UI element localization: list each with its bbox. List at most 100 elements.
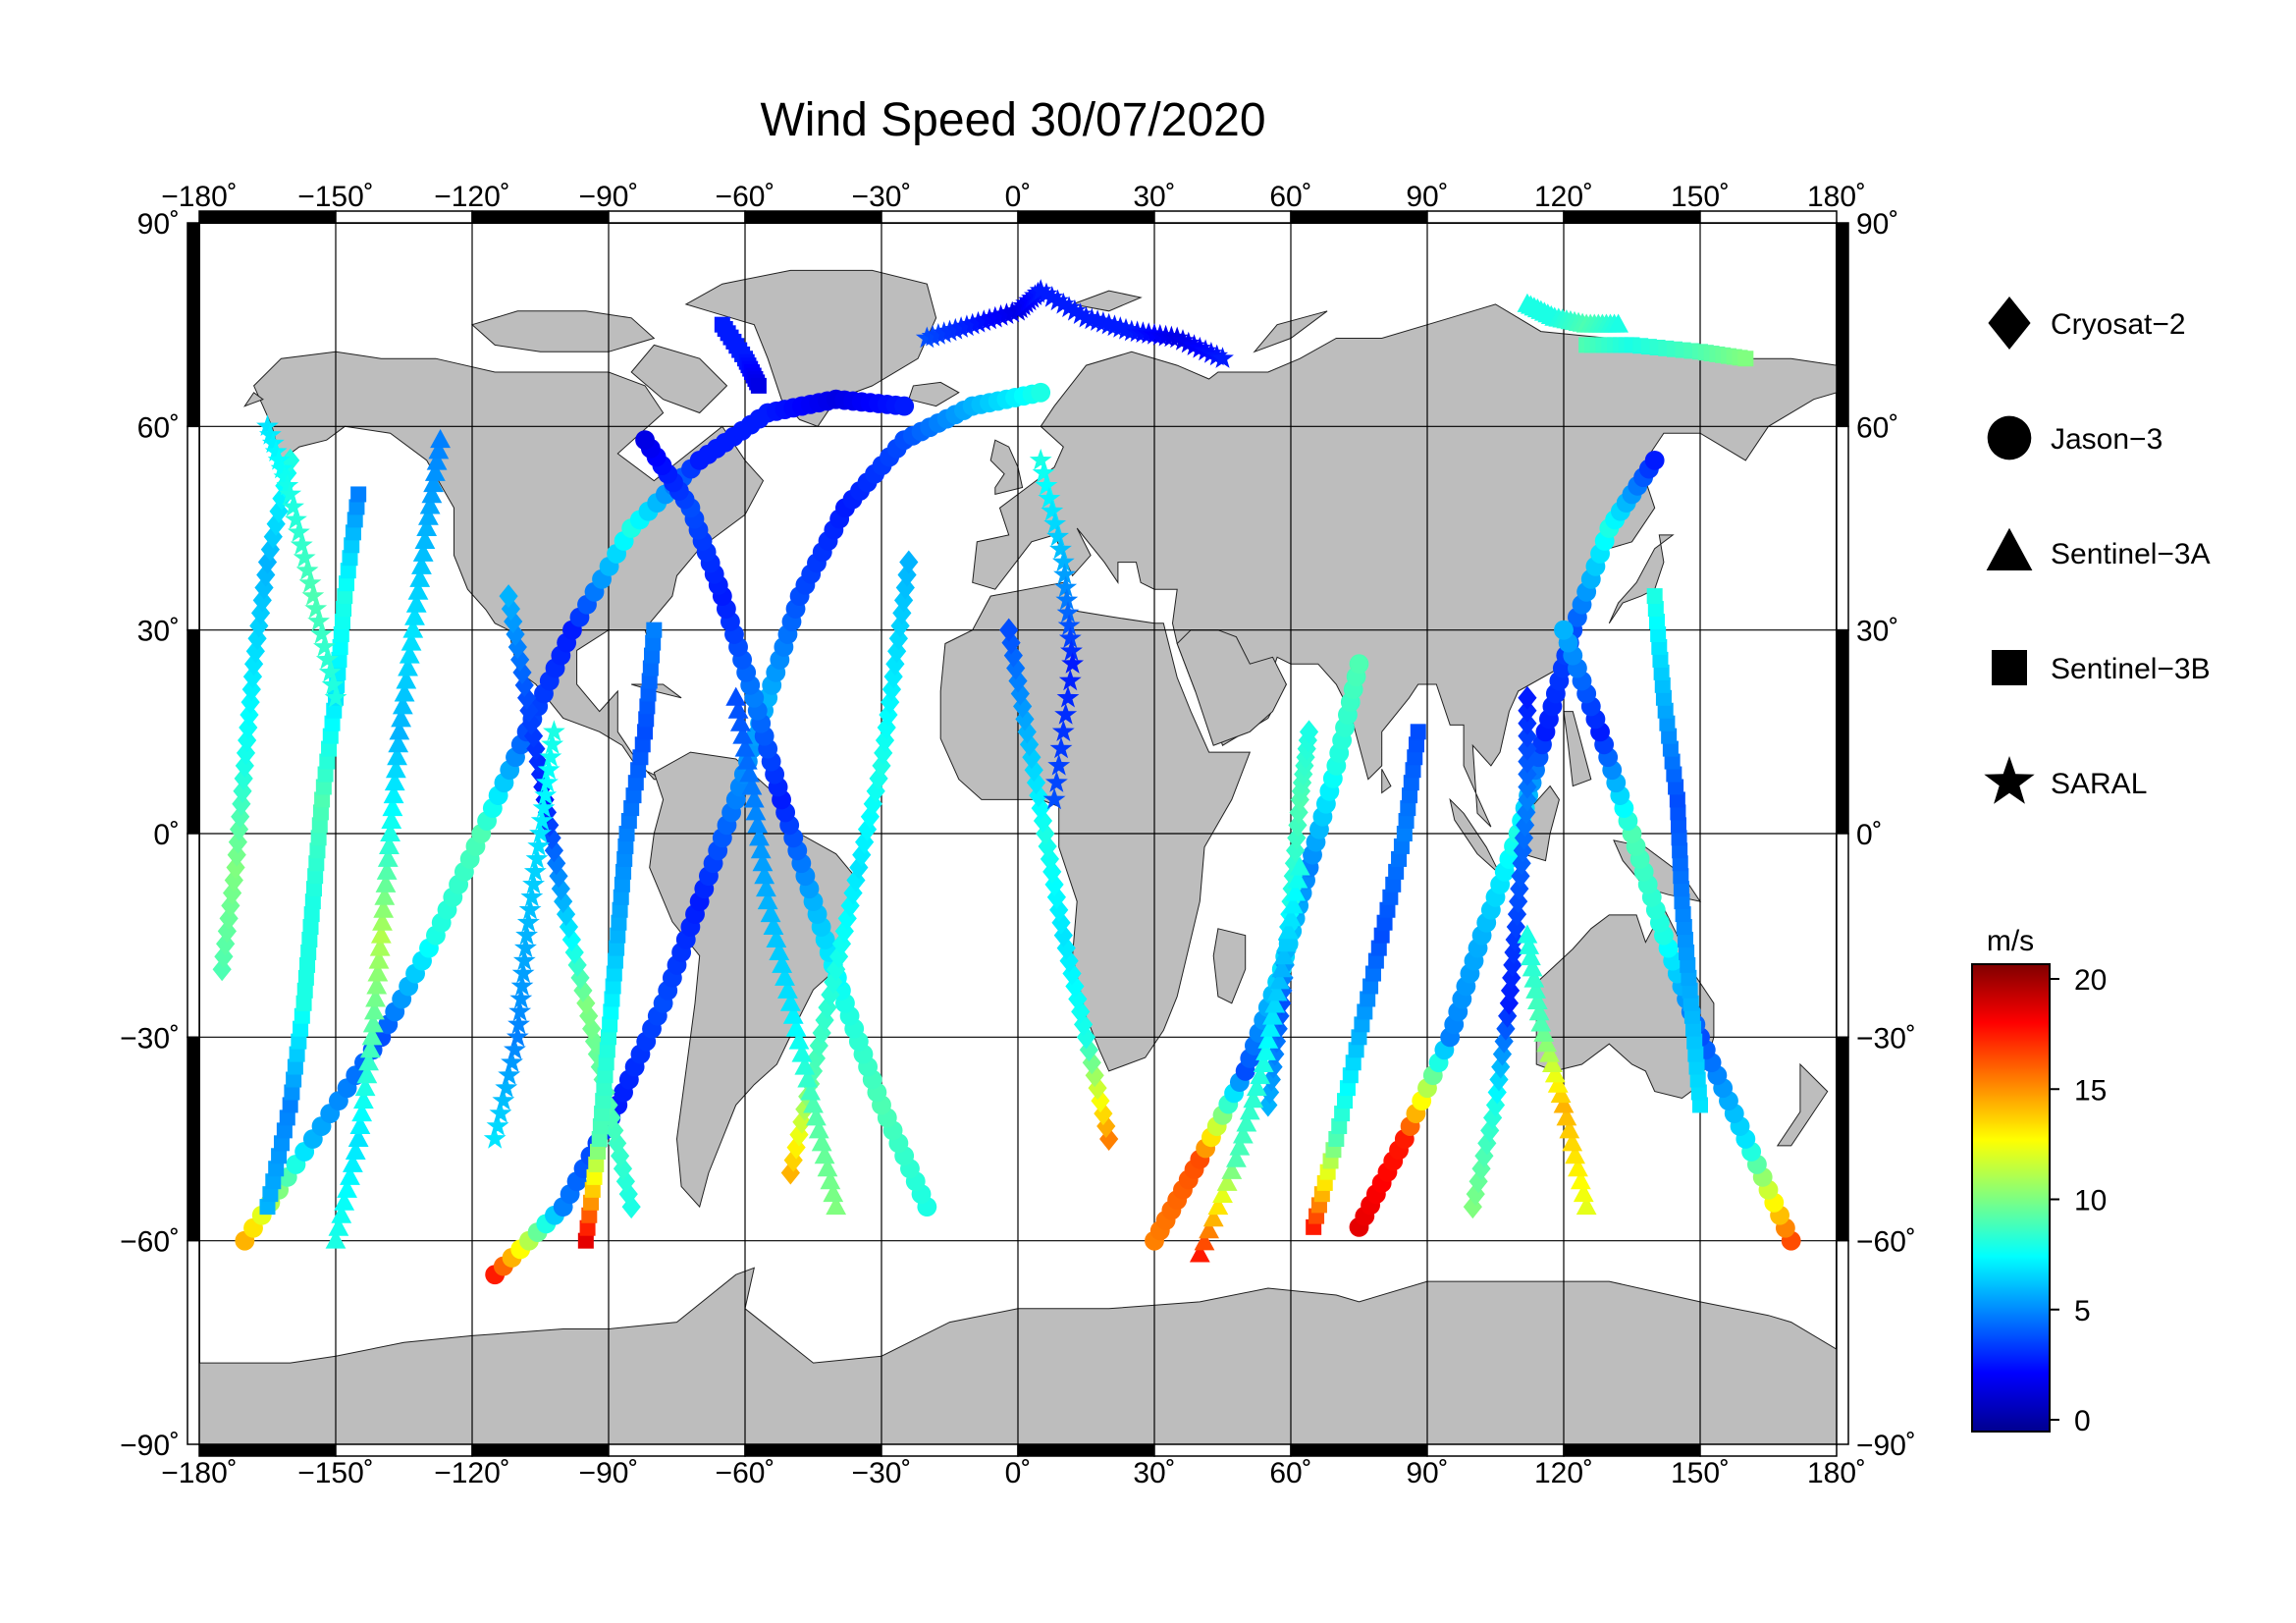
track-point	[1221, 1160, 1243, 1179]
track-point	[1207, 1195, 1229, 1216]
track-point	[514, 936, 537, 958]
track-point	[601, 1029, 616, 1046]
track-point	[375, 873, 397, 893]
track-point	[609, 940, 625, 956]
track-sentinel-3b	[1646, 588, 1708, 1113]
track-point	[1061, 652, 1084, 674]
track-point	[317, 766, 334, 783]
track-point	[1038, 486, 1061, 509]
track-point	[732, 725, 754, 744]
track-point	[1202, 1208, 1224, 1227]
track-point	[333, 625, 349, 642]
lat-tick-label-left: 90˚	[137, 208, 180, 241]
track-point	[486, 1114, 509, 1136]
track-point	[1647, 601, 1664, 618]
track-point	[820, 1169, 841, 1190]
track-point	[1056, 601, 1080, 623]
track-point	[1299, 720, 1319, 744]
track-point	[621, 1195, 641, 1219]
track-point	[527, 835, 551, 856]
track-point	[340, 1165, 360, 1185]
track-point	[328, 1217, 349, 1236]
track-point	[800, 1081, 822, 1101]
track-point	[1289, 856, 1310, 876]
track-point	[362, 1013, 384, 1033]
track-point	[824, 970, 843, 995]
track-point	[1053, 563, 1076, 585]
track-point	[512, 948, 536, 971]
track-point	[627, 775, 644, 791]
track-point	[1666, 766, 1682, 783]
lat-tick-label-left: 30˚	[137, 616, 180, 648]
track-cryosat-2	[999, 618, 1119, 1151]
legend-item: Jason−3	[1987, 415, 2163, 460]
track-point	[1507, 902, 1527, 927]
track-point	[857, 817, 878, 841]
track-point	[337, 1178, 357, 1198]
track-point	[492, 1089, 515, 1110]
lon-tick-label-top: −60˚	[716, 181, 775, 213]
land-north-america	[253, 351, 765, 781]
track-point	[1331, 1118, 1348, 1135]
track-point	[1680, 956, 1696, 973]
track-point	[1211, 347, 1234, 368]
track-point	[1348, 1042, 1364, 1058]
track-point	[1648, 614, 1665, 630]
track-point	[586, 1168, 603, 1185]
track-point	[501, 1051, 523, 1072]
track-point	[379, 835, 400, 854]
track-point	[594, 1106, 611, 1122]
track-point	[239, 716, 258, 740]
track-point	[1468, 1169, 1488, 1194]
track-point	[766, 928, 787, 947]
lon-tick-label-top: −90˚	[579, 181, 639, 213]
track-point	[1672, 842, 1688, 859]
track-point	[984, 305, 1007, 328]
track-point	[252, 588, 272, 613]
track-point	[1282, 894, 1304, 914]
frame-segment-left	[187, 628, 200, 835]
track-point	[1046, 289, 1069, 311]
track-point	[1049, 537, 1072, 560]
frame-segment-left	[187, 425, 200, 631]
track-point	[1494, 1029, 1514, 1054]
left-latitude-ticks: 90˚ 60˚ 30˚ 0˚ −30˚ −60˚ −90˚	[120, 208, 180, 1462]
track-point	[614, 876, 630, 893]
track-point	[342, 550, 358, 567]
track-point	[1391, 850, 1408, 867]
colorbar: m/s 20 15 10 5 0	[1971, 925, 2107, 1437]
track-point	[1683, 1007, 1700, 1024]
satellite-tracks	[212, 279, 1801, 1285]
legend-item: SARAL	[1984, 756, 2147, 804]
track-point	[1010, 681, 1030, 706]
graticule	[199, 223, 1837, 1444]
track-point	[319, 753, 336, 770]
lon-tick-label-bottom: −150˚	[297, 1457, 374, 1489]
track-point	[640, 685, 657, 702]
track-point	[279, 482, 302, 505]
track-point	[1398, 813, 1415, 830]
track-point	[268, 1161, 285, 1177]
track-point	[808, 1119, 829, 1139]
track-point	[1056, 685, 1080, 708]
land-svalbard	[1070, 290, 1143, 312]
track-point	[789, 1122, 809, 1147]
track-point	[293, 546, 316, 568]
track-point	[1035, 282, 1058, 304]
track-point	[315, 779, 332, 795]
frame-segment-bottom	[608, 1443, 746, 1457]
track-point	[289, 1046, 305, 1062]
lon-tick-label-top: −180˚	[161, 181, 238, 213]
track-point	[382, 796, 403, 817]
land-japan	[1608, 534, 1675, 624]
track-point	[304, 597, 328, 619]
track-point	[1672, 855, 1688, 872]
track-point	[637, 724, 654, 740]
track-point	[1354, 1016, 1370, 1033]
track-point	[1057, 614, 1081, 636]
track-point	[892, 601, 912, 625]
track-point	[1273, 946, 1295, 965]
track-sentinel-3b	[1578, 337, 1754, 367]
track-point	[589, 1143, 606, 1160]
